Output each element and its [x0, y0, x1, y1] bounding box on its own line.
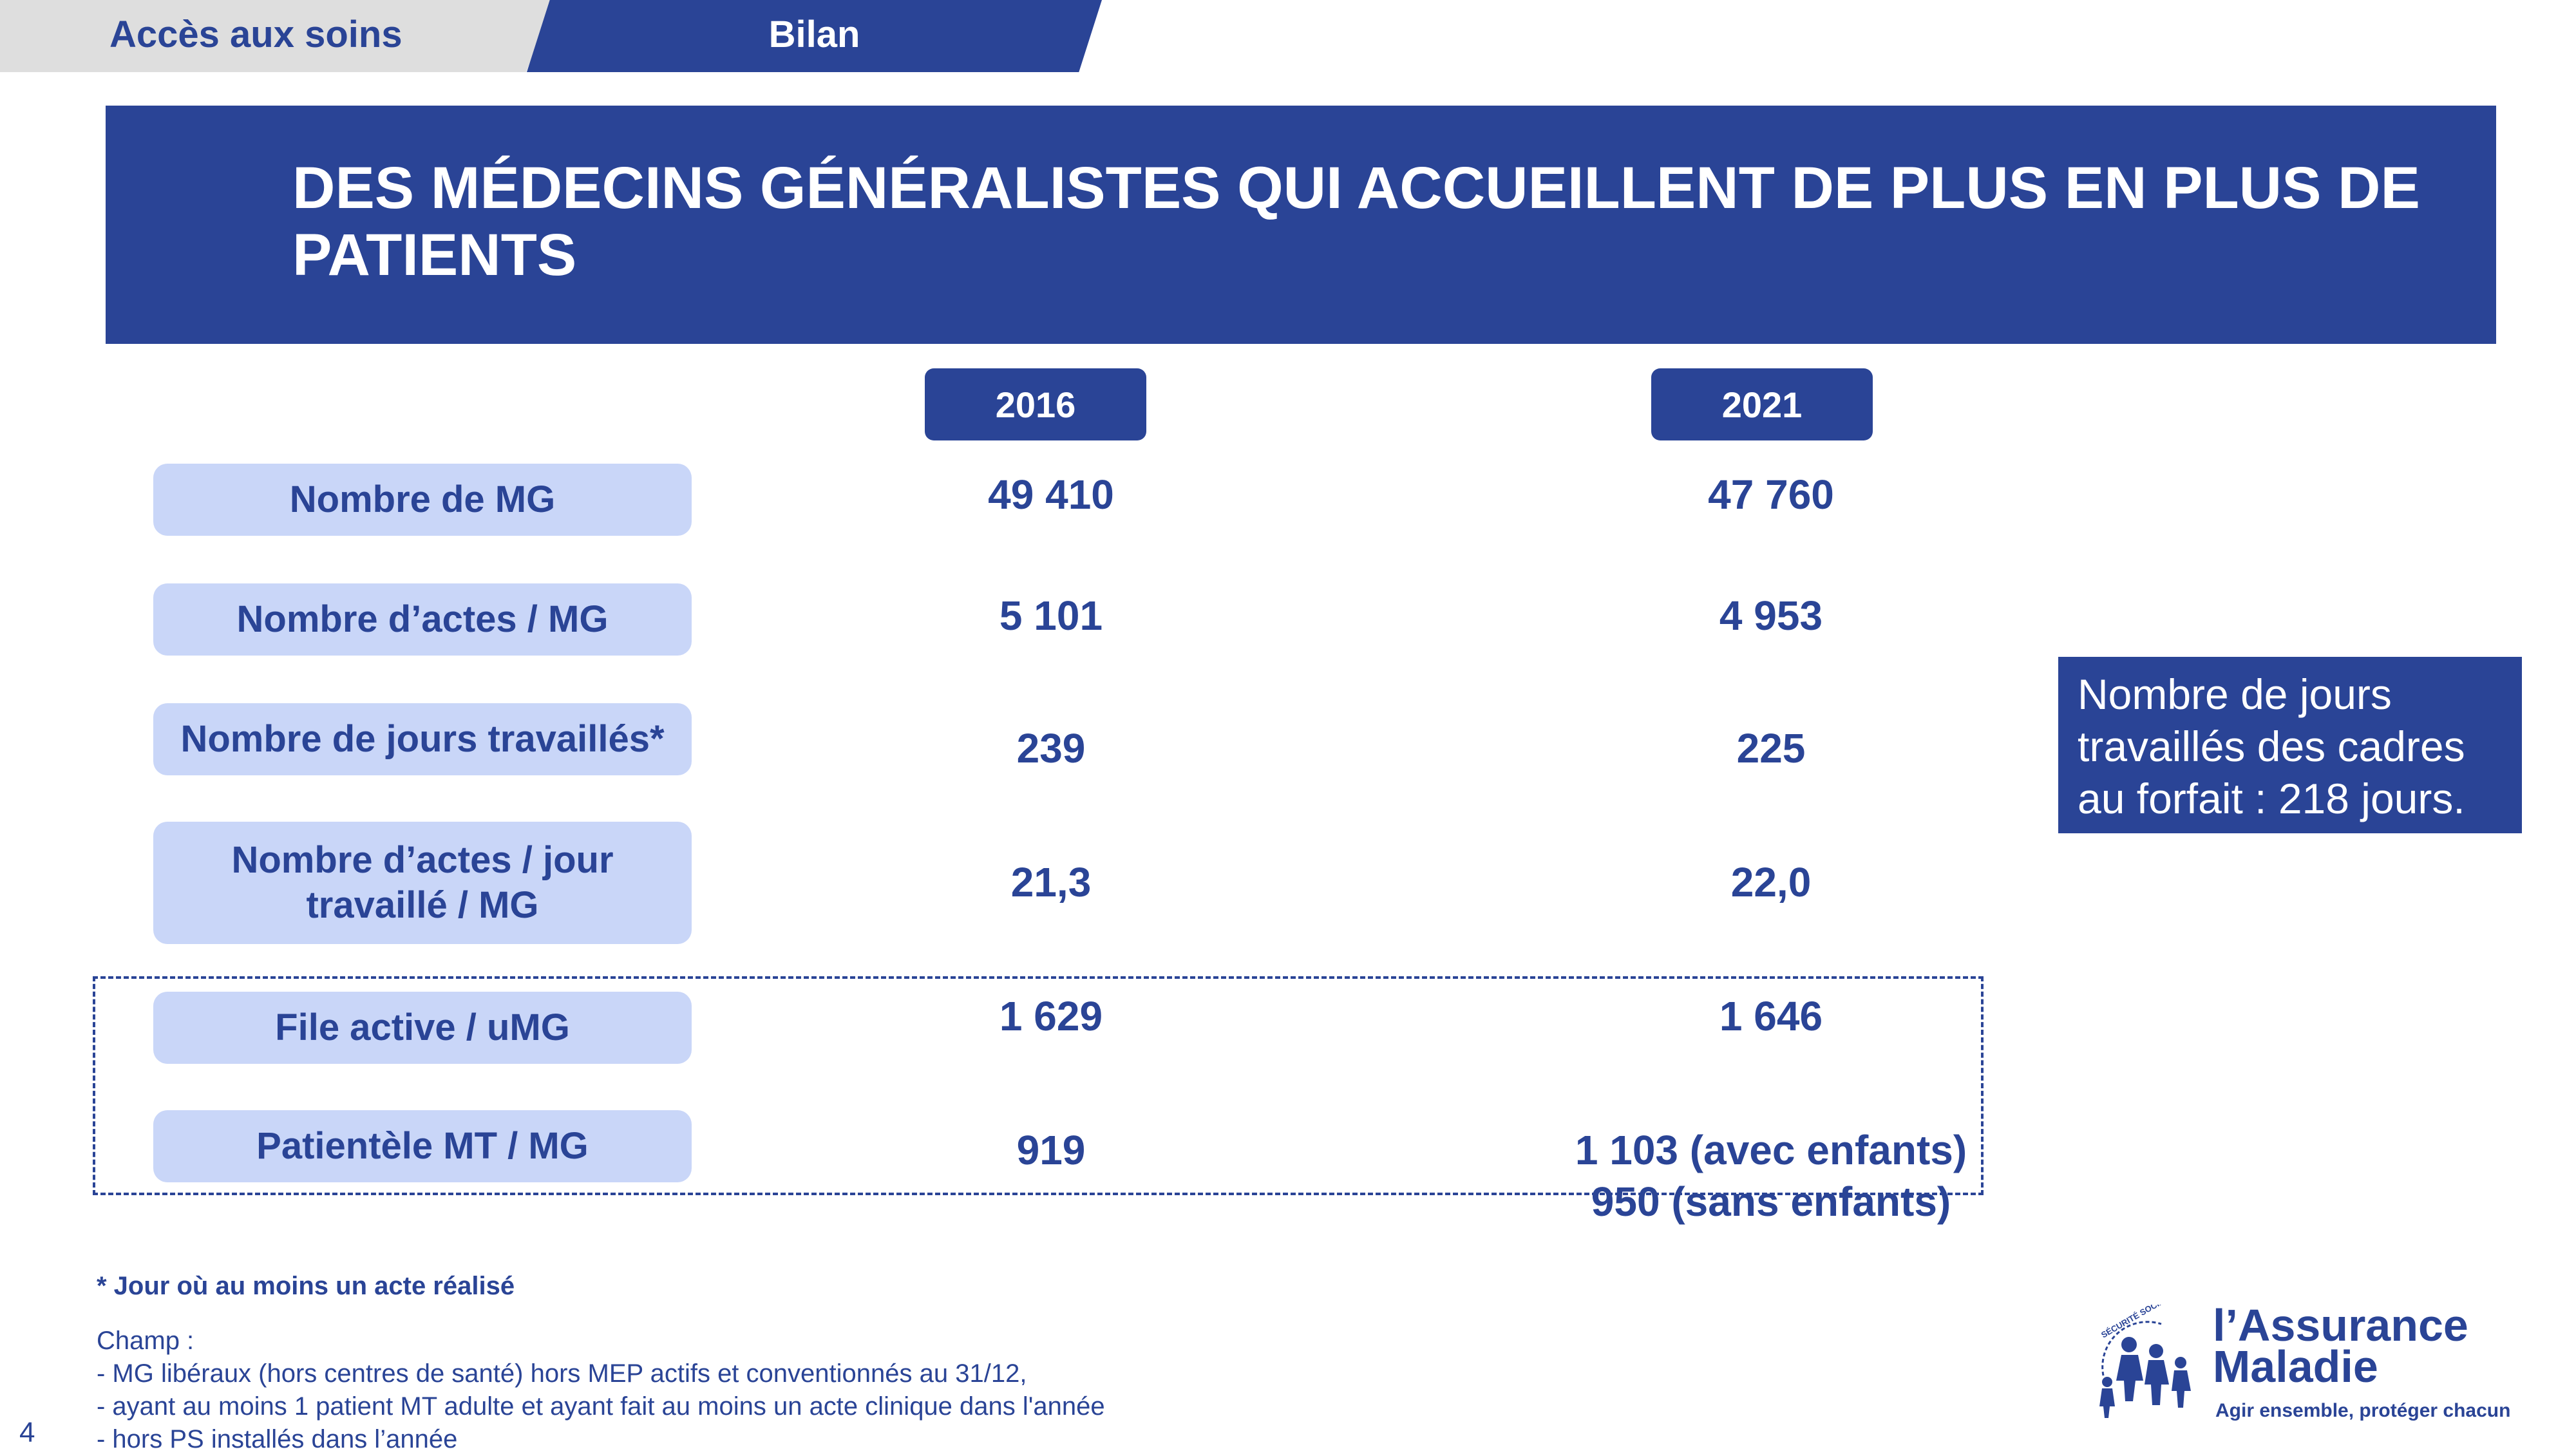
tab-label: Accès aux soins — [109, 14, 402, 55]
logo-line: l’Assurance — [2213, 1300, 2468, 1350]
value-2021-nombre-mg: 47 760 — [1708, 471, 1834, 518]
page-title: DES MÉDECINS GÉNÉRALISTES QUI ACCUEILLEN… — [292, 155, 2420, 288]
logo-wordmark: l’Assurance Maladie — [2213, 1300, 2468, 1392]
value-2016-file-active: 1 629 — [999, 993, 1103, 1039]
tab-acces-aux-soins[interactable]: Accès aux soins — [0, 0, 554, 72]
value-2016-nombre-mg: 49 410 — [988, 471, 1114, 518]
row-label-line: travaillé / MG — [306, 884, 539, 926]
value-2016-actes-mg: 5 101 — [999, 592, 1103, 639]
side-note-line: au forfait : 218 jours. — [2078, 775, 2465, 822]
side-note-line: Nombre de jours — [2078, 670, 2392, 718]
champ-item: - MG libéraux (hors centres de santé) ho… — [97, 1359, 1027, 1388]
champ-block: Champ : - MG libéraux (hors centres de s… — [97, 1325, 1105, 1456]
value-2016-jours: 239 — [1016, 725, 1086, 771]
logo-seal-text: SÉCURITÉ SOCIALE — [2099, 1305, 2175, 1340]
tab-label: Bilan — [768, 14, 860, 55]
value-2021-file-active: 1 646 — [1719, 993, 1823, 1039]
side-note: Nombre de jours travaillés des cadres au… — [2058, 657, 2522, 833]
people-circle-logo-icon: SÉCURITÉ SOCIALE — [2099, 1305, 2191, 1418]
logo-tagline: Agir ensemble, protéger chacun — [2215, 1400, 2511, 1421]
champ-heading: Champ : — [97, 1327, 194, 1355]
assurance-maladie-logo: SÉCURITÉ SOCIALE l’Assurance Maladie Agi… — [2084, 1300, 2510, 1433]
row-label-line: Nombre d’actes / jour — [231, 839, 614, 881]
value-2021-actes-jour: 22,0 — [1730, 859, 1812, 905]
logo-line: Maladie — [2213, 1341, 2378, 1392]
side-note-line: travaillés des cadres — [2078, 723, 2465, 770]
footnote: * Jour où au moins un acte réalisé — [97, 1272, 515, 1300]
value-2021-patientele: 1 103 (avec enfants) 950 (sans enfants) — [1481, 1124, 2061, 1227]
page-number: 4 — [19, 1417, 35, 1448]
row-label-patientele: Patientèle MT / MG — [153, 1110, 692, 1182]
row-label-jours-travailles: Nombre de jours travaillés* — [153, 703, 692, 775]
value-2021-actes-mg: 4 953 — [1719, 592, 1823, 639]
value-line: 1 103 (avec enfants) — [1575, 1127, 1967, 1173]
row-label-nombre-mg: Nombre de MG — [153, 464, 692, 536]
tab-bilan[interactable]: Bilan — [527, 0, 1102, 72]
row-label-actes-mg: Nombre d’actes / MG — [153, 583, 692, 656]
title-banner: DES MÉDECINS GÉNÉRALISTES QUI ACCUEILLEN… — [106, 106, 2496, 344]
value-line: 950 (sans enfants) — [1591, 1178, 1951, 1225]
value-2021-jours: 225 — [1736, 725, 1806, 771]
row-label-actes-jour: Nombre d’actes / jour travaillé / MG — [153, 822, 692, 944]
dashed-highlight-frame — [93, 976, 1984, 1195]
year-header-2021: 2021 — [1651, 368, 1873, 440]
row-label-file-active: File active / uMG — [153, 992, 692, 1064]
value-2016-actes-jour: 21,3 — [1010, 859, 1092, 905]
year-header-2016: 2016 — [925, 368, 1146, 440]
champ-item: - ayant au moins 1 patient MT adulte et … — [97, 1392, 1105, 1421]
champ-item: - hors PS installés dans l’année — [97, 1425, 458, 1453]
value-2016-patientele: 919 — [1016, 1127, 1086, 1173]
